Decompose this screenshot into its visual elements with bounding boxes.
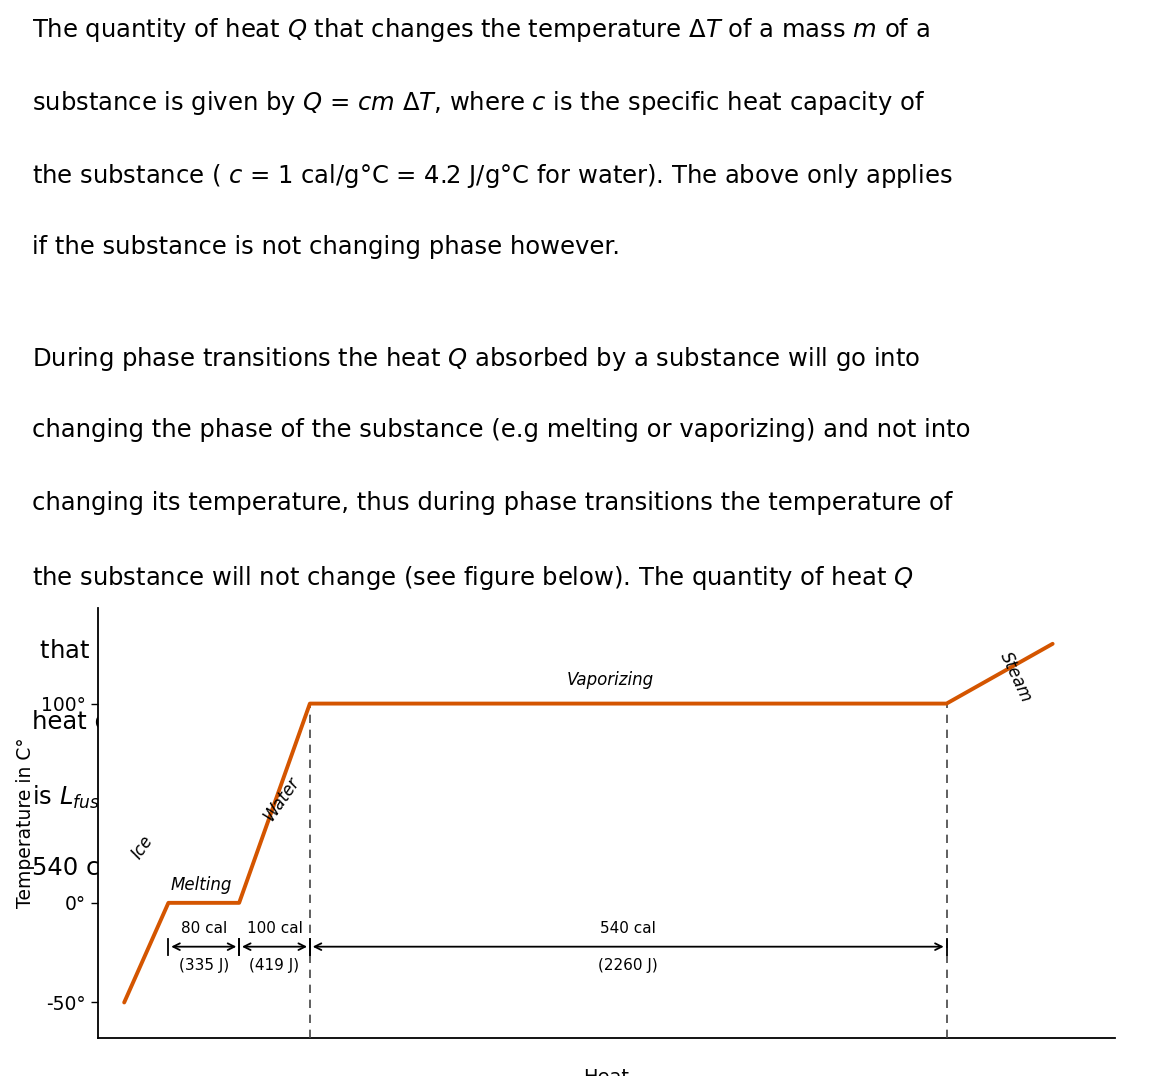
Text: heat of fusion or vaporization of the substance. For water the heat of fusion: heat of fusion or vaporization of the su… xyxy=(32,710,954,734)
Text: Melting: Melting xyxy=(170,876,232,894)
Text: is $L_{\mathit{fusion}}$ = 80 cal/g = 335 J/g, and the heat of vaporization is $: is $L_{\mathit{fusion}}$ = 80 cal/g = 33… xyxy=(32,783,919,815)
Text: Ice: Ice xyxy=(129,832,157,862)
Text: the substance ( $\mathit{c}$ = 1 cal/g°C = 4.2 J/g°C for water). The above only : the substance ( $\mathit{c}$ = 1 cal/g°C… xyxy=(32,161,953,189)
Text: (2260 J): (2260 J) xyxy=(599,958,658,973)
Text: substance is given by $\mathit{Q}$ = $\mathit{cm}$ $\Delta\mathit{T}$, where $\m: substance is given by $\mathit{Q}$ = $\m… xyxy=(32,88,925,116)
Text: Steam: Steam xyxy=(996,650,1035,706)
Text: 80 cal: 80 cal xyxy=(180,921,226,936)
Text: Heat: Heat xyxy=(583,1068,630,1076)
Text: changing its temperature, thus during phase transitions the temperature of: changing its temperature, thus during ph… xyxy=(32,491,953,515)
Text: if the substance is not changing phase however.: if the substance is not changing phase h… xyxy=(32,235,620,258)
Text: During phase transitions the heat $\mathit{Q}$ absorbed by a substance will go i: During phase transitions the heat $\math… xyxy=(32,345,920,373)
Text: The quantity of heat $\mathit{Q}$ that changes the temperature $\Delta\mathit{T}: The quantity of heat $\mathit{Q}$ that c… xyxy=(32,15,930,44)
Text: (335 J): (335 J) xyxy=(178,958,229,973)
Text: 540 cal/g = 2260 J: 540 cal/g = 2260 J xyxy=(32,856,257,880)
Y-axis label: Temperature in C°: Temperature in C° xyxy=(16,738,36,908)
Text: that changes the phase of a mass $\mathit{m}$ is $\mathit{Q}$  =  $\mathit{mL}$,: that changes the phase of a mass $\mathi… xyxy=(32,637,892,665)
Text: 100 cal: 100 cal xyxy=(247,921,302,936)
Text: the substance will not change (see figure below). The quantity of heat $\mathit{: the substance will not change (see figur… xyxy=(32,564,913,592)
Text: 540 cal: 540 cal xyxy=(600,921,656,936)
Text: changing the phase of the substance (e.g melting or vaporizing) and not into: changing the phase of the substance (e.g… xyxy=(32,419,971,442)
Text: (419 J): (419 J) xyxy=(249,958,300,973)
Text: Vaporizing: Vaporizing xyxy=(566,670,654,689)
Text: Water: Water xyxy=(260,774,303,824)
